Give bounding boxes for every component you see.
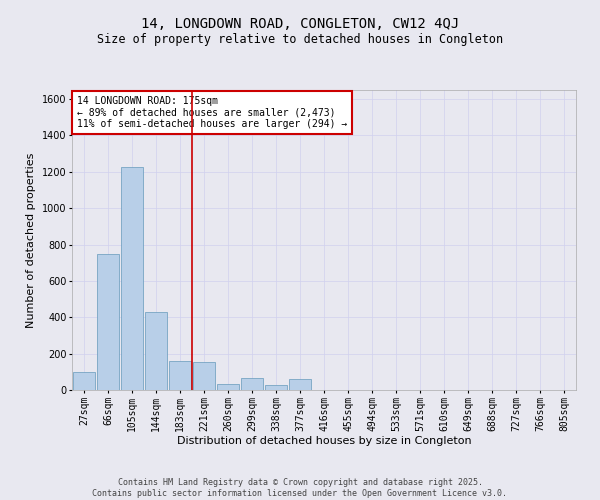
Y-axis label: Number of detached properties: Number of detached properties: [26, 152, 36, 328]
Bar: [193, 362, 215, 390]
Bar: [145, 312, 167, 390]
Bar: [217, 384, 239, 390]
Bar: [121, 168, 143, 390]
Bar: [241, 378, 263, 390]
Bar: [265, 384, 287, 390]
X-axis label: Distribution of detached houses by size in Congleton: Distribution of detached houses by size …: [176, 436, 472, 446]
Bar: [73, 372, 95, 390]
Text: Size of property relative to detached houses in Congleton: Size of property relative to detached ho…: [97, 32, 503, 46]
Bar: [169, 361, 191, 390]
Text: 14 LONGDOWN ROAD: 175sqm
← 89% of detached houses are smaller (2,473)
11% of sem: 14 LONGDOWN ROAD: 175sqm ← 89% of detach…: [77, 96, 347, 129]
Bar: [97, 254, 119, 390]
Text: 14, LONGDOWN ROAD, CONGLETON, CW12 4QJ: 14, LONGDOWN ROAD, CONGLETON, CW12 4QJ: [141, 18, 459, 32]
Text: Contains HM Land Registry data © Crown copyright and database right 2025.
Contai: Contains HM Land Registry data © Crown c…: [92, 478, 508, 498]
Bar: [289, 379, 311, 390]
